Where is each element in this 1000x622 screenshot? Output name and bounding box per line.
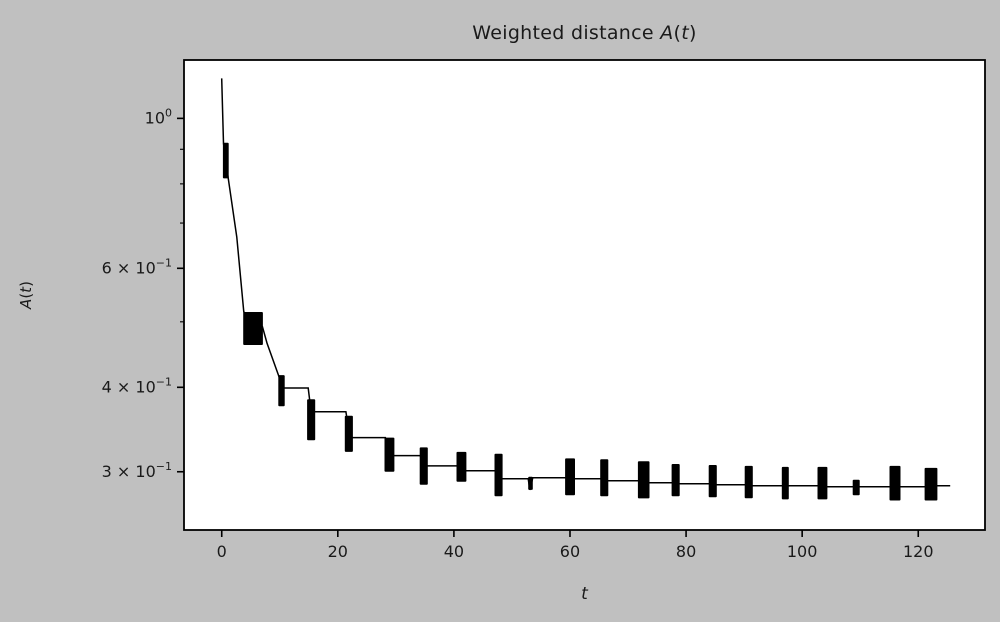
oscillation-burst [307,399,316,441]
oscillation-burst [744,465,753,499]
x-tick-label: 120 [903,542,934,561]
oscillation-burst [494,453,503,497]
oscillation-burst [637,461,650,499]
x-axis-label-t: t [581,584,588,604]
oscillation-burst [243,312,263,345]
plot-title: Weighted distance A(t) [184,22,985,44]
oscillation-burst [384,437,395,472]
plot-title-math-a: A [660,22,674,44]
oscillation-burst [817,466,828,500]
oscillation-burst [852,479,860,496]
oscillation-burst [565,458,575,496]
x-tick-label: 100 [787,542,818,561]
oscillation-burst [456,451,467,482]
y-axis-label: A(t) [17,266,39,324]
x-tick-label: 60 [560,542,580,561]
y-axis-label-t: t [17,286,35,293]
x-axis-label: t [184,584,985,604]
plot-title-math-t: t [681,22,689,44]
x-tick-label: 40 [444,542,464,561]
series-group [220,78,951,501]
y-tick-label: 3 × 10−1 [102,460,172,481]
plot-title-paren-close: ) [689,22,697,44]
y-axis-label-paren-close: ) [17,281,35,287]
oscillation-burst [344,415,353,452]
oscillation-burst [708,465,717,498]
plot-title-paren-open: ( [673,22,682,44]
plot-area [184,60,985,530]
y-tick-label: 6 × 10−1 [102,256,172,277]
oscillation-burst [889,465,901,501]
y-axis-label-a: A [17,298,35,309]
oscillation-burst [600,459,609,497]
x-tick-label: 80 [676,542,696,561]
axes-frame [183,59,986,531]
oscillation-burst [924,467,938,501]
oscillation-burst [781,466,789,500]
oscillation-burst [528,476,533,490]
y-axis-label-paren-open: ( [17,292,35,299]
plot-title-prefix: Weighted distance [472,22,661,44]
oscillation-burst [419,447,428,485]
oscillation-burst [222,142,229,179]
x-tick-label: 20 [328,542,348,561]
y-tick-label: 100 [145,106,172,127]
oscillation-burst [671,464,680,497]
oscillation-burst [278,375,285,407]
y-tick-label: 4 × 10−1 [102,375,172,396]
x-tick-label: 0 [217,542,227,561]
